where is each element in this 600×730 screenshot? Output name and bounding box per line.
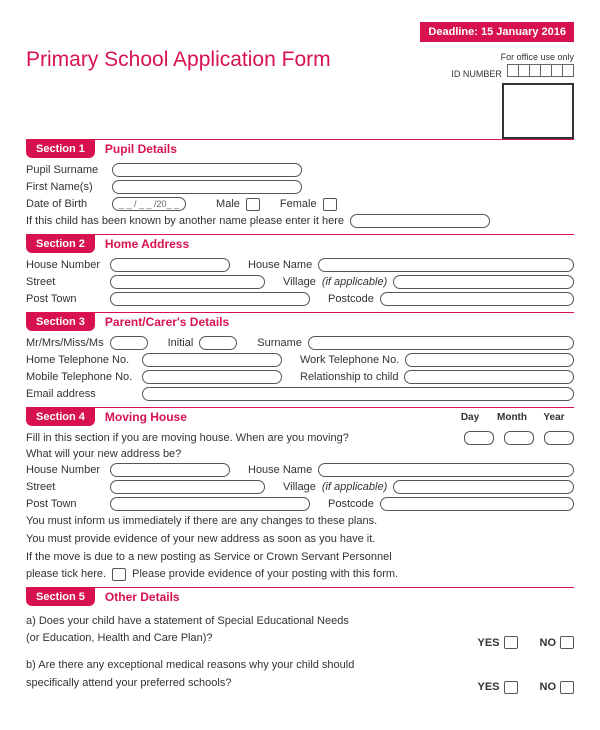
mv-house-name-field[interactable] — [318, 463, 574, 477]
postcode-label: Postcode — [328, 293, 374, 305]
work-tel-field[interactable] — [405, 353, 574, 367]
female-checkbox[interactable] — [323, 198, 337, 211]
other-name-field[interactable] — [350, 214, 490, 228]
section-5-header: Section 5 Other Details — [26, 587, 574, 606]
mv-house-number-label: House Number — [26, 464, 104, 476]
mv-note-2: You must provide evidence of your new ad… — [26, 532, 574, 547]
section-1-header: Section 1 Pupil Details — [26, 139, 574, 158]
other-name-label: If this child has been known by another … — [26, 215, 344, 227]
mv-house-number-field[interactable] — [110, 463, 230, 477]
posting-checkbox[interactable] — [112, 568, 126, 581]
section-5-title: Other Details — [105, 590, 180, 604]
mv-village-label: Village — [283, 481, 316, 493]
id-number-label: ID NUMBER — [451, 69, 502, 79]
section-4-title: Moving House — [105, 410, 187, 424]
moving-day-field[interactable] — [464, 431, 494, 445]
moving-month-field[interactable] — [504, 431, 534, 445]
q1-no-checkbox[interactable] — [560, 636, 574, 649]
pupil-surname-field[interactable] — [112, 163, 302, 177]
title-field[interactable] — [110, 336, 148, 350]
q1-yes-checkbox[interactable] — [504, 636, 518, 649]
q1-yes-label: YES — [477, 637, 499, 649]
new-address-label: What will your new address be? — [26, 448, 181, 460]
mv-post-town-label: Post Town — [26, 498, 104, 510]
mv-post-town-field[interactable] — [110, 497, 310, 511]
q2-no-label: NO — [540, 681, 557, 693]
first-name-label: First Name(s) — [26, 181, 106, 193]
section-3-header: Section 3 Parent/Carer's Details — [26, 312, 574, 331]
dob-field[interactable]: _ _ / _ _ /20_ _ — [112, 197, 186, 211]
section-4-header: Section 4 Moving House DayMonthYear — [26, 407, 574, 426]
office-box — [502, 83, 574, 139]
section-3-tab: Section 3 — [26, 313, 95, 331]
mv-postcode-label: Postcode — [328, 498, 374, 510]
q2-no-checkbox[interactable] — [560, 681, 574, 694]
carer-surname-label: Surname — [257, 337, 302, 349]
post-town-field[interactable] — [110, 292, 310, 306]
relationship-field[interactable] — [404, 370, 574, 384]
mv-postcode-field[interactable] — [380, 497, 574, 511]
moving-year-field[interactable] — [544, 431, 574, 445]
village-field[interactable] — [393, 275, 574, 289]
street-field[interactable] — [110, 275, 265, 289]
moving-intro: Fill in this section if you are moving h… — [26, 432, 349, 444]
mv-note-3a: If the move is due to a new posting as S… — [26, 550, 574, 565]
section-3-title: Parent/Carer's Details — [105, 315, 229, 329]
dob-label: Date of Birth — [26, 198, 106, 210]
office-use-block: For office use only ID NUMBER — [451, 52, 574, 139]
mv-house-name-label: House Name — [248, 464, 312, 476]
section-4-tab: Section 4 — [26, 408, 95, 426]
section-1-tab: Section 1 — [26, 140, 95, 158]
section-1-title: Pupil Details — [105, 142, 177, 156]
mv-street-label: Street — [26, 481, 104, 493]
dmy-headers: DayMonthYear — [454, 412, 574, 423]
house-name-field[interactable] — [318, 258, 574, 272]
work-tel-label: Work Telephone No. — [300, 354, 399, 366]
initial-label: Initial — [168, 337, 194, 349]
q2-yes-checkbox[interactable] — [504, 681, 518, 694]
q2-yes-label: YES — [477, 681, 499, 693]
q1-line2: (or Education, Health and Care Plan)? — [26, 631, 349, 646]
deadline-banner: Deadline: 15 January 2016 — [420, 22, 574, 42]
relationship-label: Relationship to child — [300, 371, 398, 383]
home-tel-field[interactable] — [142, 353, 282, 367]
first-name-field[interactable] — [112, 180, 302, 194]
street-label: Street — [26, 276, 104, 288]
mobile-tel-label: Mobile Telephone No. — [26, 371, 136, 383]
q2-line2: specifically attend your preferred schoo… — [26, 676, 354, 691]
email-label: Email address — [26, 388, 136, 400]
female-label: Female — [280, 198, 317, 210]
village-label: Village — [283, 276, 316, 288]
section-5-tab: Section 5 — [26, 588, 95, 606]
carer-surname-field[interactable] — [308, 336, 574, 350]
house-number-label: House Number — [26, 259, 104, 271]
office-use-label: For office use only — [451, 52, 574, 62]
mv-street-field[interactable] — [110, 480, 265, 494]
village-note: (if applicable) — [322, 276, 387, 288]
postcode-field[interactable] — [380, 292, 574, 306]
mv-note-3c: Please provide evidence of your posting … — [132, 568, 398, 580]
q1-no-label: NO — [540, 637, 557, 649]
house-name-label: House Name — [248, 259, 312, 271]
pupil-surname-label: Pupil Surname — [26, 164, 106, 176]
section-2-title: Home Address — [105, 237, 189, 251]
section-2-header: Section 2 Home Address — [26, 234, 574, 253]
q1-line1: a) Does your child have a statement of S… — [26, 614, 349, 629]
initial-field[interactable] — [199, 336, 237, 350]
mv-note-3b: please tick here. — [26, 568, 106, 580]
mv-note-1: You must inform us immediately if there … — [26, 514, 574, 529]
home-tel-label: Home Telephone No. — [26, 354, 136, 366]
q2-line1: b) Are there any exceptional medical rea… — [26, 658, 354, 673]
id-number-boxes[interactable] — [508, 64, 574, 77]
mv-village-note: (if applicable) — [322, 481, 387, 493]
mv-village-field[interactable] — [393, 480, 574, 494]
mobile-tel-field[interactable] — [142, 370, 282, 384]
section-2-tab: Section 2 — [26, 235, 95, 253]
title-label: Mr/Mrs/Miss/Ms — [26, 337, 104, 349]
male-label: Male — [216, 198, 240, 210]
house-number-field[interactable] — [110, 258, 230, 272]
male-checkbox[interactable] — [246, 198, 260, 211]
post-town-label: Post Town — [26, 293, 104, 305]
email-field[interactable] — [142, 387, 574, 401]
